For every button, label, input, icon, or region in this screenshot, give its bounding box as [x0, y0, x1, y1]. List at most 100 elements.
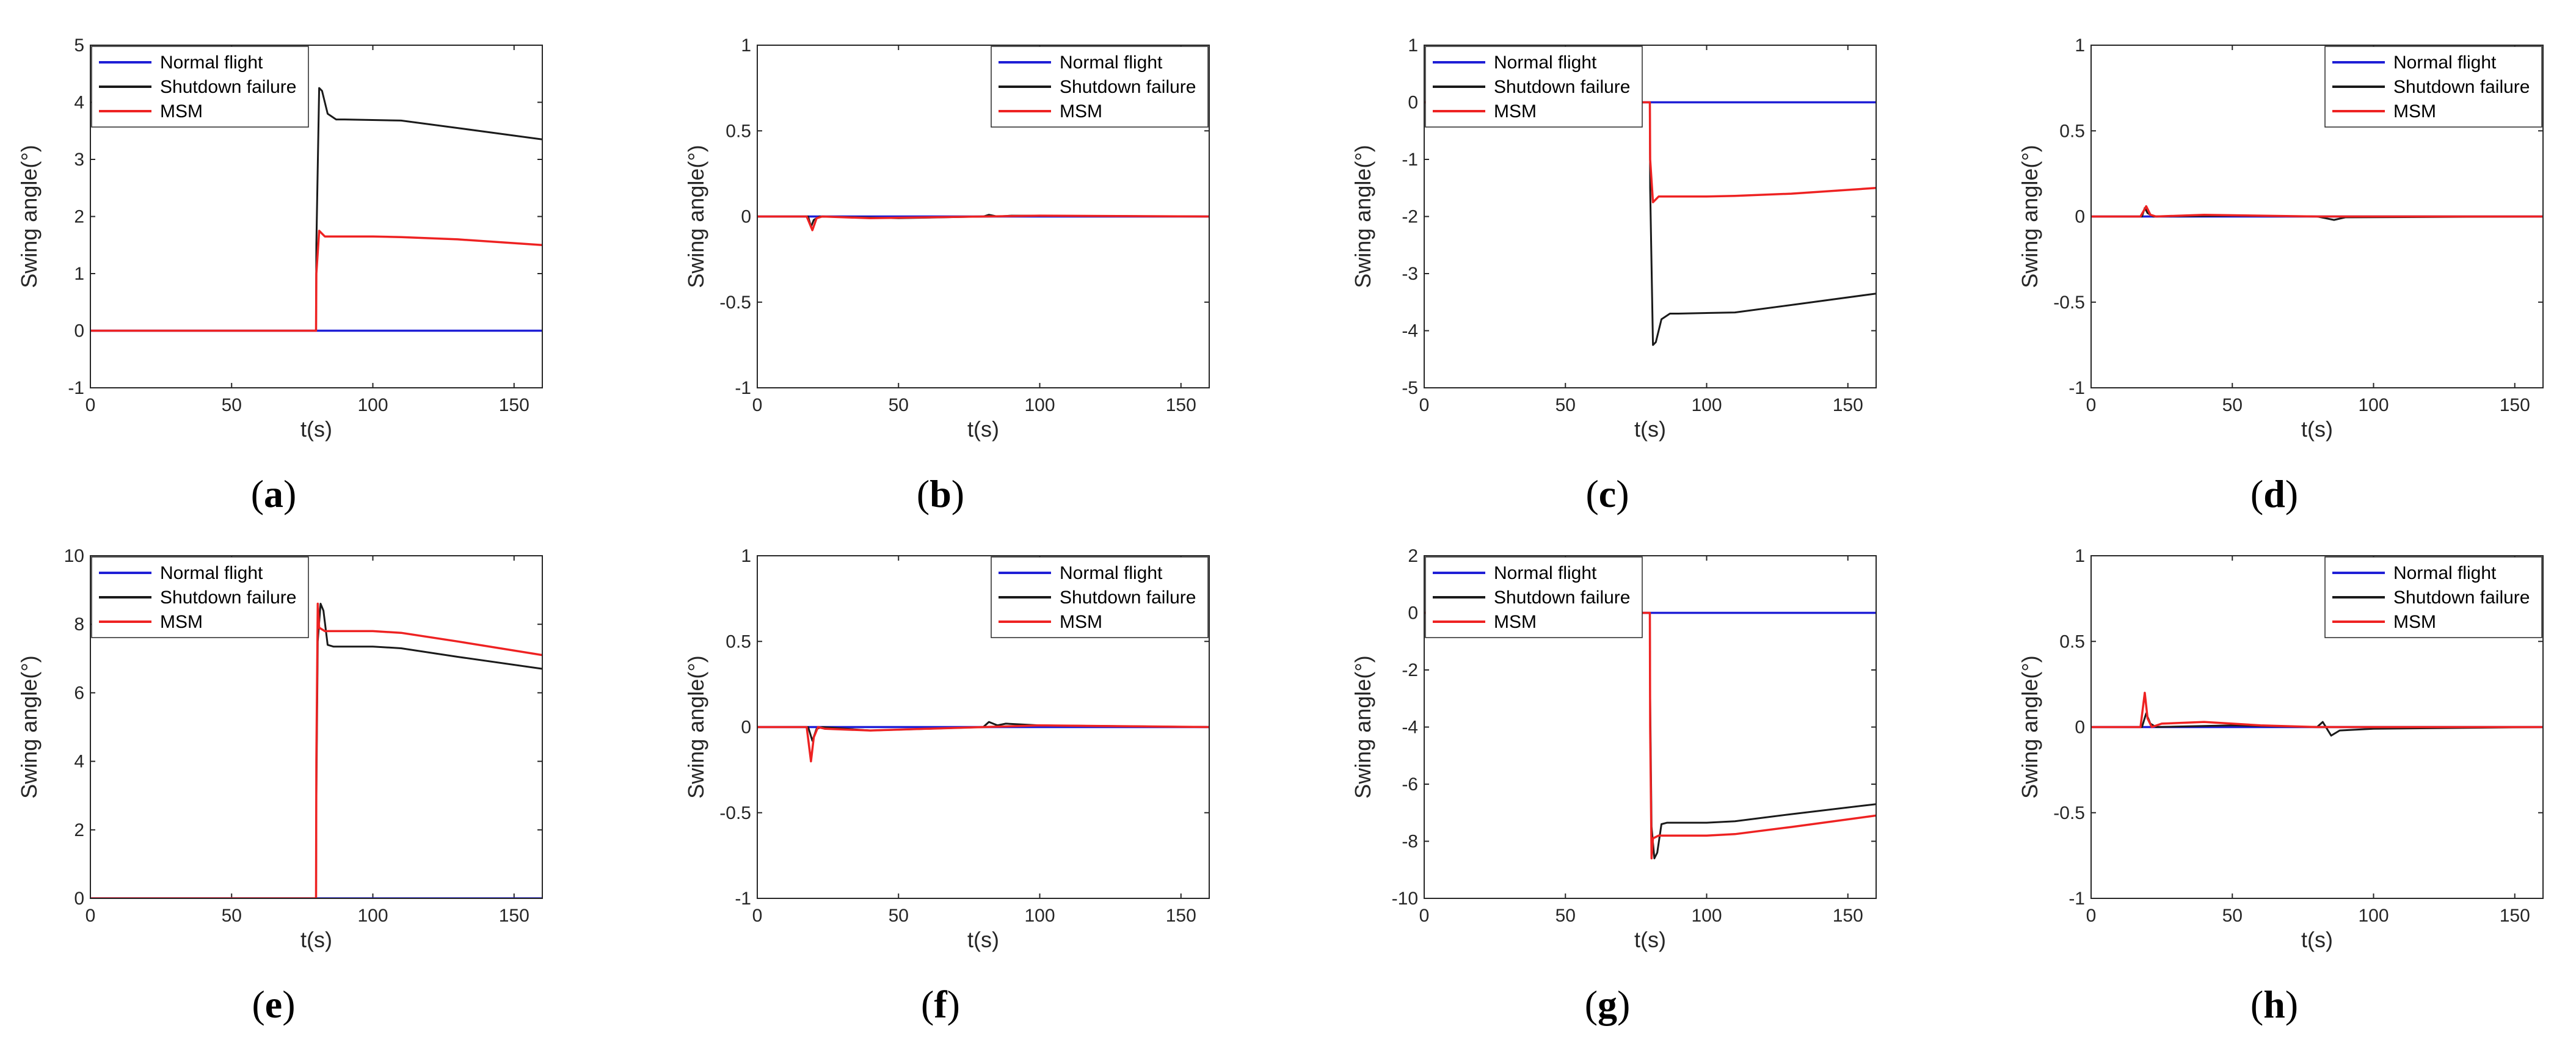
plot-frame — [757, 45, 1210, 388]
chart-panel-h: 0 50 100 150 -1 -0.5 0 0.5 1 t(s) Swing angle(°) No… — [2017, 546, 2544, 1026]
legend: Normal flight Shutdown failure MSM — [91, 46, 309, 128]
legend-label: Shutdown failure — [2393, 77, 2530, 97]
legend-label: Normal flight — [1494, 563, 1597, 583]
y-tick-label: -4 — [1402, 718, 1418, 738]
x-tick-label: 150 — [499, 906, 529, 926]
x-tick-label: 150 — [1166, 395, 1196, 415]
legend-label: Shutdown failure — [160, 588, 296, 608]
x-tick-label: 50 — [889, 395, 909, 415]
plot-frame — [90, 45, 543, 388]
y-tick-label: -4 — [1402, 321, 1418, 341]
x-tick-label: 50 — [1555, 906, 1576, 926]
y-tick-label: 0 — [2075, 207, 2085, 227]
panel-label: (a) — [251, 472, 297, 515]
y-tick-label: -10 — [1392, 889, 1418, 909]
x-tick-label: 50 — [1555, 395, 1576, 415]
series-line-msm — [2091, 205, 2543, 218]
x-axis-label: t(s) — [300, 927, 332, 952]
x-axis-label: t(s) — [300, 417, 332, 442]
y-axis-label: Swing angle(°) — [2017, 655, 2042, 799]
x-tick-label: 150 — [1833, 395, 1863, 415]
x-axis-label: t(s) — [1634, 417, 1666, 442]
x-axis-label: t(s) — [967, 417, 999, 442]
legend-label: MSM — [2393, 612, 2436, 632]
series-line-msm — [90, 602, 542, 898]
y-tick-label: 0.5 — [726, 121, 751, 141]
y-tick-label: -1 — [2068, 378, 2085, 398]
chart-panel-b: 0 50 100 150 -1 -0.5 0 0.5 1 t(s) Swing angle(°) No… — [683, 35, 1210, 515]
legend-label: Normal flight — [1060, 563, 1163, 583]
x-axis-label: t(s) — [967, 927, 999, 952]
x-tick-label: 50 — [222, 906, 242, 926]
legend-label: Normal flight — [160, 53, 263, 73]
x-tick-label: 0 — [2086, 906, 2097, 926]
plot-frame — [757, 555, 1210, 899]
plot-frame — [2090, 555, 2544, 899]
panel-label: (g) — [1585, 983, 1631, 1026]
legend-label: MSM — [1060, 101, 1102, 122]
legend-label: MSM — [1060, 612, 1102, 632]
y-tick-label: 4 — [74, 93, 84, 113]
x-tick-label: 150 — [2500, 906, 2530, 926]
y-tick-label: 6 — [74, 683, 84, 703]
chart-panel-e: 0 50 100 150 0 2 4 6 8 10 t(s) Swing angle(°) Normal… — [16, 546, 543, 1026]
y-tick-label: -0.5 — [719, 293, 751, 313]
y-axis-label: Swing angle(°) — [1350, 655, 1375, 799]
y-axis-label: Swing angle(°) — [683, 145, 708, 288]
series-line-msm — [757, 724, 1209, 763]
y-tick-label: 0 — [1408, 93, 1418, 113]
y-tick-label: -1 — [735, 378, 751, 398]
legend-label: Normal flight — [1060, 53, 1163, 73]
y-tick-label: -6 — [1402, 774, 1418, 795]
legend-label: Shutdown failure — [1494, 77, 1630, 97]
legend: Normal flight Shutdown failure MSM — [2324, 556, 2542, 638]
y-axis-label: Swing angle(°) — [683, 655, 708, 799]
panel-label: (b) — [917, 472, 964, 515]
y-tick-label: -1 — [1402, 150, 1418, 170]
legend-label: Normal flight — [2393, 53, 2497, 73]
y-tick-label: 0 — [74, 889, 84, 909]
x-tick-label: 0 — [2086, 395, 2097, 415]
x-tick-label: 100 — [2358, 395, 2389, 415]
plot-frame — [1424, 555, 1877, 899]
legend-label: Normal flight — [2393, 563, 2497, 583]
x-tick-label: 100 — [1691, 395, 1722, 415]
panel-label: (c) — [1585, 472, 1629, 515]
series-line-msm — [1424, 101, 1876, 203]
x-tick-label: 150 — [499, 395, 529, 415]
y-tick-label: 5 — [74, 35, 84, 56]
y-tick-label: -1 — [735, 889, 751, 909]
legend: Normal flight Shutdown failure MSM — [91, 556, 309, 638]
x-axis-label: t(s) — [2301, 927, 2333, 952]
legend-label: MSM — [1494, 101, 1537, 122]
y-tick-label: 2 — [74, 820, 84, 840]
y-tick-label: -0.5 — [2053, 293, 2085, 313]
y-tick-label: 0 — [74, 321, 84, 341]
plot-frame — [90, 555, 543, 899]
x-axis-label: t(s) — [2301, 417, 2333, 442]
x-tick-label: 100 — [1691, 906, 1722, 926]
series-line-msm — [2091, 691, 2543, 729]
series-line-shutdown-failure — [757, 721, 1209, 742]
y-axis-label: Swing angle(°) — [2017, 145, 2042, 288]
x-tick-label: 0 — [1419, 395, 1430, 415]
y-tick-label: 3 — [74, 150, 84, 170]
chart-panel-f: 0 50 100 150 -1 -0.5 0 0.5 1 t(s) Swing angle(°) No… — [683, 546, 1210, 1026]
x-tick-label: 0 — [1419, 906, 1430, 926]
y-tick-label: 0.5 — [2059, 121, 2085, 141]
y-axis-label: Swing angle(°) — [16, 655, 42, 799]
x-tick-label: 50 — [2222, 395, 2243, 415]
y-tick-label: 1 — [741, 35, 751, 56]
series-line-msm — [90, 230, 542, 332]
panel-label: (f) — [921, 983, 960, 1026]
y-tick-label: 1 — [74, 264, 84, 284]
legend: Normal flight Shutdown failure MSM — [991, 556, 1209, 638]
legend-label: Shutdown failure — [1060, 77, 1196, 97]
panel-label: (e) — [252, 983, 295, 1026]
legend-label: Shutdown failure — [2393, 588, 2530, 608]
legend-label: Shutdown failure — [160, 77, 296, 97]
legend-label: MSM — [160, 612, 203, 632]
legend-label: Shutdown failure — [1494, 588, 1630, 608]
